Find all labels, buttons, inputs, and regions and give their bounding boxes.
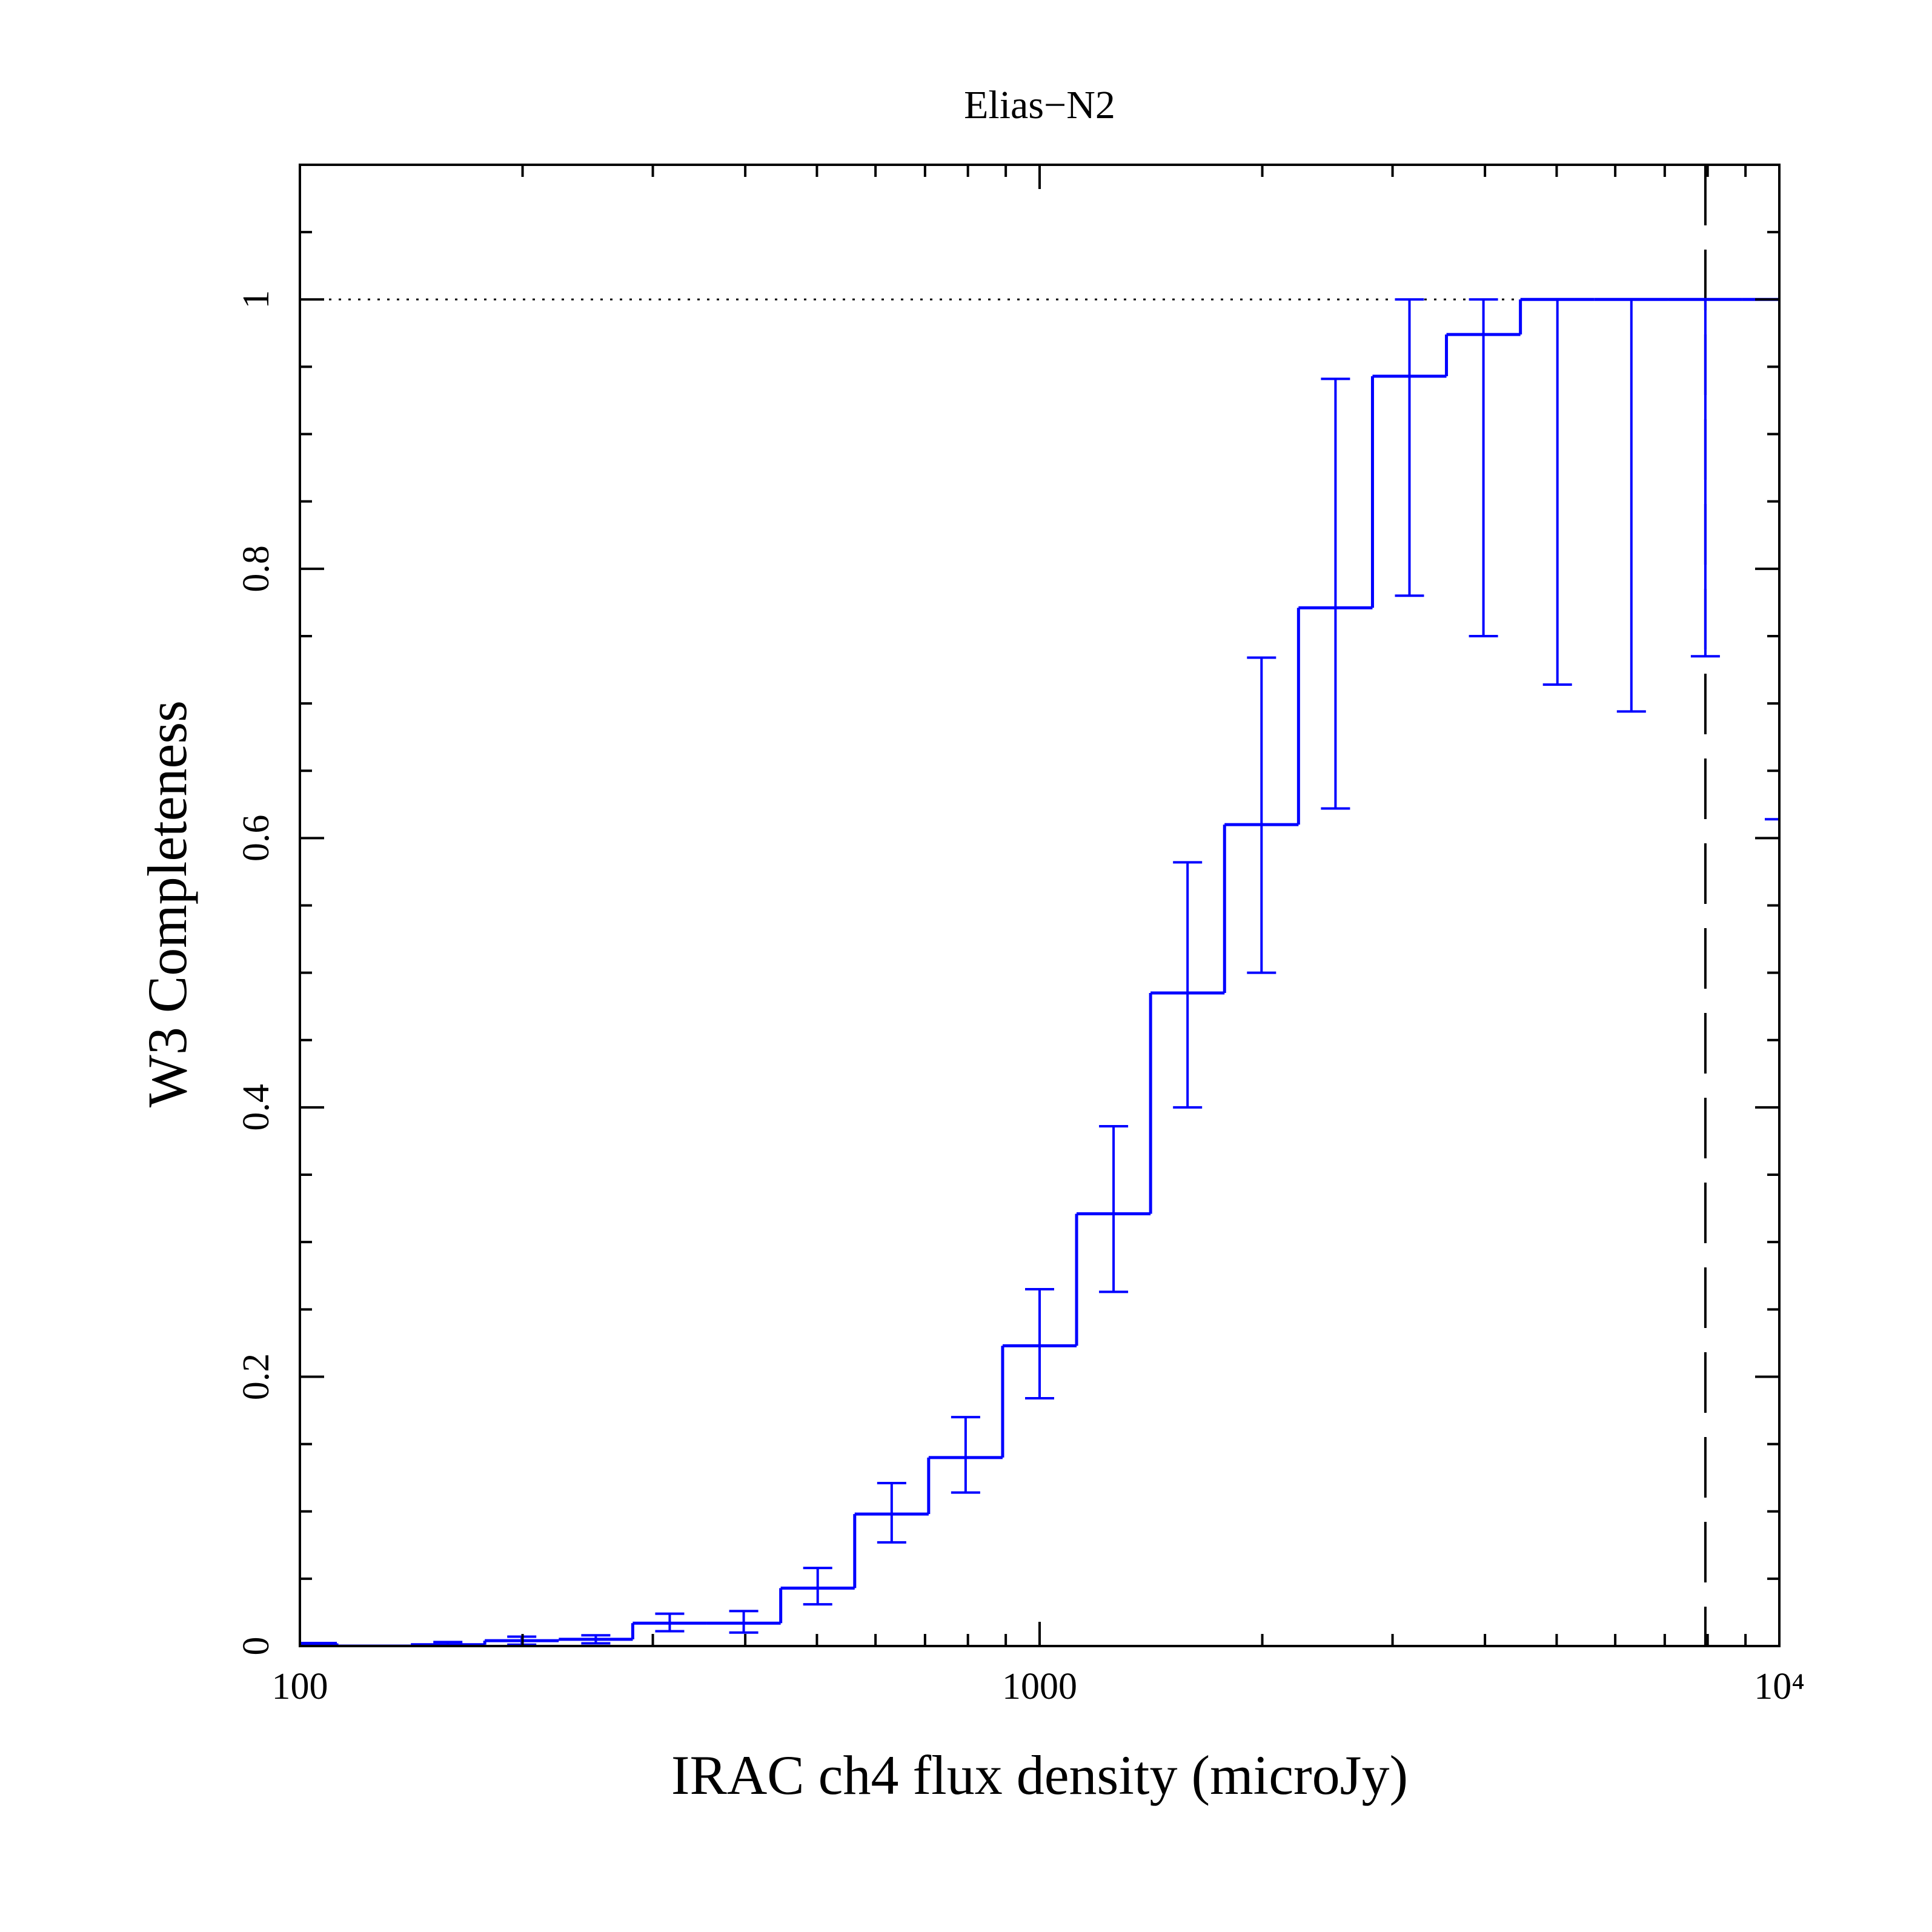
x-tick-label: 10⁴	[1754, 1666, 1805, 1707]
x-tick-label: 1000	[1002, 1666, 1077, 1707]
series	[300, 297, 1779, 1646]
y-tick-label: 0.2	[236, 1353, 277, 1401]
chart-title: Elias−N2	[964, 83, 1115, 127]
plot-area	[300, 165, 1779, 1646]
x-tick-label: 100	[272, 1666, 328, 1707]
y-tick-label: 0.6	[236, 815, 277, 862]
y-axis-label: W3 Completeness	[136, 700, 198, 1107]
y-tick-label: 0.8	[236, 545, 277, 593]
y-tick-label: 0.4	[236, 1084, 277, 1131]
x-axis-label: IRAC ch4 flux density (microJy)	[671, 1744, 1408, 1806]
y-tick-label: 1	[236, 290, 277, 309]
y-tick-label: 0	[236, 1637, 277, 1656]
